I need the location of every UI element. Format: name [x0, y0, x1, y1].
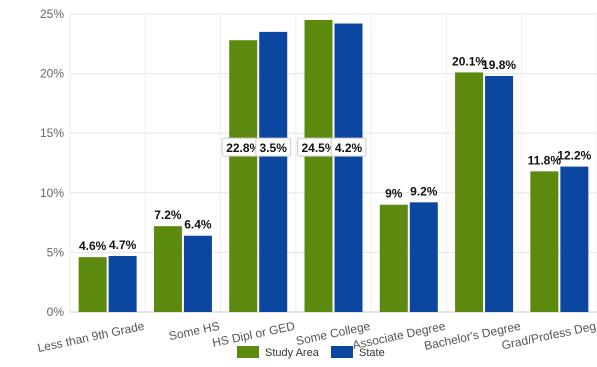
bar-study-area-0[interactable] — [78, 257, 107, 312]
legend-label-state[interactable]: State — [359, 347, 385, 359]
x-tick-label: Less than 9th Grade — [36, 319, 146, 355]
data-label: 4.2% — [335, 141, 363, 155]
x-tick-label: HS Dipl or GED — [211, 319, 296, 350]
y-tick-label: 25% — [40, 7, 64, 21]
bar-state-3[interactable] — [334, 23, 363, 312]
bar-study-area-3[interactable] — [304, 19, 333, 313]
data-label: 11.8% — [528, 153, 562, 167]
y-axis-tick-labels: 0% 5% 10% 15% 20% 25% — [40, 7, 64, 319]
data-label: 7.2% — [154, 208, 182, 222]
data-label: 22.8% — [226, 141, 260, 155]
data-label: 4.6% — [79, 239, 107, 253]
data-label: 9.2% — [410, 184, 438, 198]
bar-study-area-4[interactable] — [379, 204, 408, 312]
legend-label-study-area[interactable]: Study Area — [265, 347, 320, 359]
data-label: 12.2% — [557, 149, 591, 163]
legend-swatch-state[interactable] — [331, 346, 353, 358]
bar-study-area-2[interactable] — [229, 40, 258, 312]
y-tick-label: 0% — [47, 305, 65, 319]
bars — [78, 19, 589, 313]
legend[interactable]: Study Area State — [237, 346, 385, 359]
data-label: 4.7% — [109, 238, 137, 252]
y-tick-label: 10% — [40, 186, 64, 200]
data-label: 9% — [385, 187, 403, 201]
bar-study-area-5[interactable] — [455, 72, 484, 313]
legend-swatch-study-area[interactable] — [237, 346, 259, 358]
bar-state-2[interactable] — [259, 31, 288, 312]
data-label: 19.8% — [482, 58, 516, 72]
bar-state-5[interactable] — [485, 75, 514, 312]
grid-lines — [69, 13, 597, 313]
data-label: 24.5% — [301, 141, 335, 155]
bar-state-6[interactable] — [560, 166, 589, 312]
data-label: 20.1% — [452, 54, 486, 68]
data-label: 3.5% — [260, 141, 288, 155]
y-tick-label: 20% — [40, 67, 64, 81]
bar-study-area-1[interactable] — [153, 226, 182, 312]
bar-state-4[interactable] — [409, 202, 438, 312]
data-label-box — [255, 137, 292, 157]
y-tick-label: 5% — [47, 245, 65, 259]
y-tick-label: 15% — [40, 126, 64, 140]
bar-state-1[interactable] — [183, 235, 212, 312]
data-label-box — [330, 137, 367, 157]
bar-study-area-6[interactable] — [530, 171, 559, 312]
data-label: 6.4% — [184, 218, 212, 232]
data-labels: 4.6% 4.7% 7.2%6.4% 22.8% 3.5% 24.5% 4.2% 9% 9.2%… — [79, 54, 592, 253]
bar-state-0[interactable] — [108, 255, 137, 312]
